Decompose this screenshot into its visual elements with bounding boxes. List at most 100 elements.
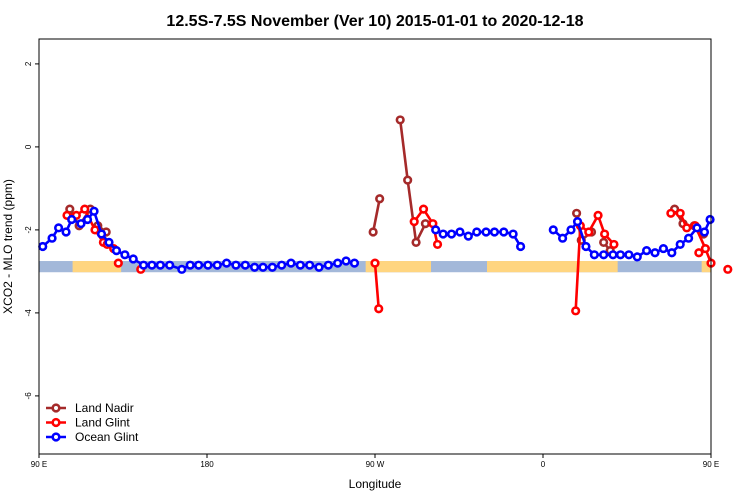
ocean-glint-point (82, 214, 93, 225)
ocean-glint-point (499, 227, 509, 237)
land-glint-line (373, 262, 381, 309)
ocean-glint-point (472, 227, 482, 237)
land-band (701, 261, 711, 273)
x-axis-title: Longitude (349, 477, 402, 491)
ocean-glint-point (323, 260, 333, 270)
land-glint-point (409, 217, 419, 227)
ocean-glint-point (76, 219, 86, 229)
y-tick-label: 2 (24, 61, 33, 66)
land-glint-point (682, 223, 692, 233)
ocean-glint-point (314, 262, 324, 272)
ocean-glint-point (557, 233, 568, 243)
land-band (365, 261, 431, 273)
ocean-glint-point (67, 214, 77, 225)
ocean-glint-point (222, 258, 232, 268)
land-nadir-point (599, 237, 609, 247)
land-nadir-point (368, 227, 378, 237)
legend-item: Land Nadir (46, 401, 134, 415)
ocean-glint-point (194, 260, 204, 270)
ocean-glint-point (589, 250, 599, 260)
ocean-glint-point (147, 260, 157, 270)
legend-label: Ocean Glint (75, 430, 139, 444)
x-tick-label: 90 E (31, 460, 47, 469)
land-band (487, 261, 618, 273)
x-tick-label: 180 (200, 460, 214, 469)
ocean-glint-point (650, 248, 660, 258)
ocean-glint-point (128, 254, 138, 264)
y-tick-label: -2 (24, 226, 33, 234)
ocean-glint-point (431, 225, 441, 235)
ocean-glint-point (277, 260, 287, 270)
land-glint-point (374, 304, 384, 314)
ocean-glint-point (515, 241, 526, 252)
y-tick-label: -6 (24, 392, 33, 400)
land-glint-point (700, 243, 711, 254)
land-nadir-point (571, 208, 582, 218)
ocean-glint-point (615, 250, 626, 260)
ocean-glint-point (349, 258, 360, 268)
ocean-glint-point (683, 233, 694, 243)
ocean-glint-point (632, 252, 642, 262)
ocean-glint-point (286, 258, 296, 268)
ocean-glint-point (212, 260, 222, 270)
ocean-glint-point (96, 229, 107, 239)
y-axis-title: XCO2 - MLO trend (ppm) (1, 179, 15, 314)
land-glint-point (113, 258, 123, 268)
ocean-glint-point (38, 241, 48, 252)
legend-label: Land Glint (75, 416, 130, 430)
ocean-glint-point (658, 243, 669, 254)
ocean-glint-point (463, 231, 473, 241)
land-glint-point (370, 258, 380, 268)
land-glint-point (593, 210, 603, 220)
land-glint-point (694, 248, 704, 258)
ocean-glint-point (53, 223, 64, 233)
ocean-glint-point (138, 260, 149, 270)
chart-title: 12.5S-7.5S November (Ver 10) 2015-01-01 … (166, 13, 583, 30)
x-tick-label: 0 (541, 460, 546, 469)
ocean-glint-point (61, 227, 71, 237)
land-glint-point (90, 225, 100, 235)
ocean-glint-point (120, 250, 130, 260)
legend-item: Ocean Glint (46, 430, 139, 444)
y-tick-label: -4 (24, 309, 33, 317)
ocean-glint-point (566, 225, 576, 235)
land-nadir-point (411, 237, 421, 247)
land-nadir-line (398, 119, 427, 244)
land-glint-point (675, 208, 685, 218)
x-tick-label: 90 E (703, 460, 719, 469)
x-tick-label: 90 W (366, 460, 385, 469)
ocean-glint-point (250, 262, 260, 272)
land-glint-point (599, 229, 610, 239)
ocean-glint-point (165, 260, 175, 270)
ocean-glint-point (572, 217, 583, 227)
ocean-glint-point (581, 241, 591, 252)
ocean-glint-point (508, 229, 518, 239)
legend-swatch-marker (51, 403, 61, 413)
ocean-glint-point (341, 256, 351, 266)
land-glint-point (432, 239, 443, 250)
series-layer (38, 115, 733, 316)
legend-swatch-marker (51, 417, 61, 428)
ocean-glint-point (333, 258, 343, 268)
ocean-glint-point (203, 260, 213, 270)
ocean-glint-point (267, 262, 277, 272)
land-glint-point (584, 227, 594, 237)
ocean-glint-point (481, 227, 491, 237)
ocean-glint-point (548, 225, 558, 235)
ocean-glint-point (675, 239, 685, 250)
ocean-glint-point (692, 223, 702, 233)
land-glint-point (723, 264, 733, 274)
ocean-glint-point (258, 262, 268, 272)
ocean-glint-point (295, 260, 305, 270)
land-nadir-point (403, 175, 413, 185)
ocean-glint-point (446, 229, 457, 239)
ocean-glint-point (185, 260, 195, 270)
ocean-glint-point (699, 227, 710, 237)
ocean-glint-point (240, 260, 250, 270)
land-nadir-point (395, 115, 405, 125)
land-glint-point (418, 204, 429, 214)
ocean-glint-point (104, 237, 114, 247)
land-nadir-point (420, 219, 431, 229)
ocean-glint-point (231, 260, 241, 270)
ocean-glint-point (47, 233, 57, 243)
